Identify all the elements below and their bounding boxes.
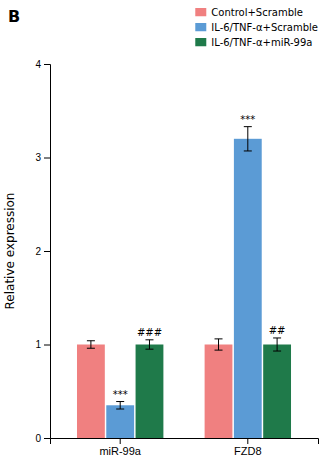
x-tick-label: miR-99a [99, 445, 141, 457]
annotation: *** [113, 389, 128, 400]
error-cap [116, 401, 124, 402]
legend-label: IL-6/TNF-α+miR-99a [211, 37, 312, 48]
y-tick: 1 [35, 339, 50, 350]
x-tick: FZD8 [234, 438, 261, 457]
bar [136, 345, 164, 439]
error-cap [244, 150, 252, 151]
y-tick-mark [44, 158, 50, 159]
y-axis-line [44, 65, 51, 439]
error-bar [145, 340, 153, 349]
legend-label: IL-6/TNF-α+Scramble [211, 22, 318, 33]
x-tick-mark [120, 438, 121, 444]
bar [106, 405, 134, 438]
y-tick: 2 [35, 246, 50, 257]
error-line [218, 339, 219, 350]
bars [77, 127, 291, 438]
legend-swatch [195, 38, 206, 46]
y-tick-label: 1 [35, 339, 41, 350]
error-cap [215, 338, 223, 339]
legend-item: IL-6/TNF-α+miR-99a [195, 37, 312, 48]
error-cap [87, 348, 95, 349]
error-cap [145, 339, 153, 340]
y-tick-mark [44, 251, 50, 252]
y-axis-title: Relative expression [3, 193, 17, 310]
error-cap [215, 350, 223, 351]
legend: Control+Scramble IL-6/TNF-α+Scramble IL-6/… [195, 7, 318, 48]
bar [234, 139, 262, 438]
error-bar [273, 338, 281, 351]
error-bar [116, 402, 124, 409]
error-line [149, 340, 150, 349]
error-line [277, 338, 278, 351]
error-line [90, 341, 91, 348]
y-tick: 0 [35, 433, 50, 444]
chart: 0 1 2 3 4 miR-99a FZD8 *** ### *** ## Relative expr… [0, 0, 330, 474]
y-tick-label: 2 [35, 246, 41, 257]
legend-swatch [195, 8, 206, 16]
y-tick-mark [44, 345, 50, 346]
bar [205, 345, 233, 439]
x-tick-mark [247, 438, 248, 444]
y-tick-mark [44, 64, 50, 65]
error-cap [87, 340, 95, 341]
y-tick: 3 [35, 152, 50, 163]
annotation: *** [240, 114, 255, 125]
legend-swatch [195, 23, 206, 31]
x-tick: miR-99a [99, 438, 141, 457]
error-bar [87, 341, 95, 348]
annotations: *** ### *** ## [113, 114, 286, 400]
annotation: ## [269, 325, 286, 336]
title: B [8, 7, 20, 26]
bar [263, 345, 291, 439]
y-axis: 0 1 2 3 4 [35, 59, 50, 444]
y-tick-label: 3 [35, 152, 41, 163]
y-tick-label: 0 [35, 433, 41, 444]
error-line [120, 402, 121, 409]
error-cap [273, 351, 281, 352]
error-line [247, 127, 248, 151]
error-cap [244, 126, 252, 127]
error-cap [116, 409, 124, 410]
error-bar [244, 127, 252, 151]
y-tick-label: 4 [35, 59, 41, 70]
legend-item: IL-6/TNF-α+Scramble [195, 22, 318, 33]
plot: 0 1 2 3 4 miR-99a FZD8 *** ### *** ## [35, 59, 318, 457]
y-tick-mark [44, 438, 50, 439]
bar [77, 345, 105, 439]
error-cap [273, 337, 281, 338]
x-axis-line [51, 439, 319, 445]
x-tick-label: FZD8 [234, 445, 261, 457]
annotation: ### [137, 327, 162, 338]
x-axis: miR-99a FZD8 [51, 438, 319, 457]
legend-label: Control+Scramble [211, 7, 303, 18]
y-tick: 4 [35, 59, 50, 70]
error-cap [145, 349, 153, 350]
legend-item: Control+Scramble [195, 7, 303, 18]
error-bar [215, 339, 223, 350]
